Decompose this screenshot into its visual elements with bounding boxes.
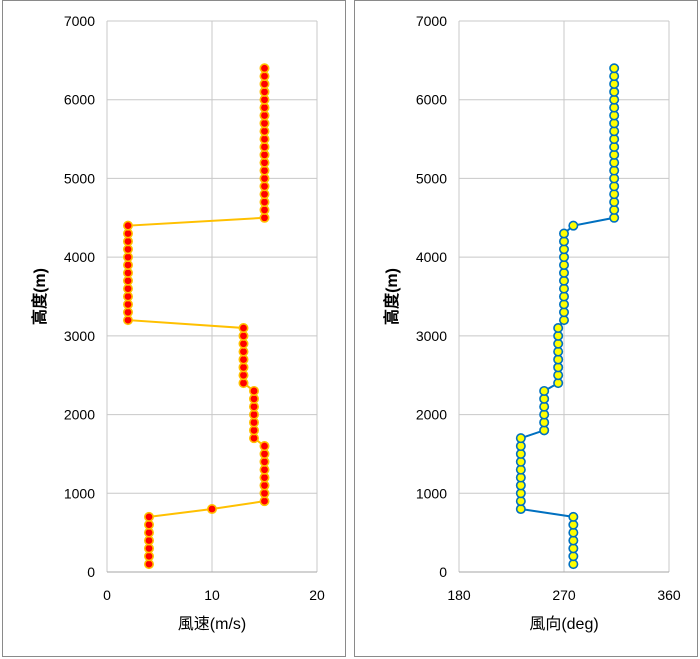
data-point bbox=[568, 511, 579, 522]
y-tick-label: 1000 bbox=[64, 485, 95, 501]
y-tick-label: 2000 bbox=[64, 407, 95, 423]
wind-direction-chart: 0 1000 2000 3000 4000 5000 6000 7000 180 270 360 風向… bbox=[354, 0, 698, 657]
y-tick-label: 7000 bbox=[416, 13, 447, 29]
x-tick-label: 10 bbox=[204, 587, 220, 603]
data-point bbox=[568, 220, 579, 231]
data-point bbox=[207, 504, 218, 515]
y-tick-label: 6000 bbox=[64, 92, 95, 108]
data-point bbox=[609, 63, 620, 74]
x-tick-label: 270 bbox=[552, 587, 576, 603]
x-axis-title: 風速(m/s) bbox=[178, 615, 246, 633]
data-point bbox=[259, 441, 270, 452]
series-line bbox=[519, 68, 616, 565]
y-tick-label: 3000 bbox=[416, 328, 447, 344]
data-point bbox=[123, 220, 134, 231]
wind-direction-plot: 0 1000 2000 3000 4000 5000 6000 7000 180 270 360 風向… bbox=[382, 13, 681, 633]
y-tick-label: 4000 bbox=[64, 249, 95, 265]
y-tick-label: 5000 bbox=[64, 170, 95, 186]
y-tick-label: 1000 bbox=[416, 485, 447, 501]
y-tick-label: 5000 bbox=[416, 170, 447, 186]
x-tick-label: 0 bbox=[103, 587, 111, 603]
y-tick-label: 2000 bbox=[416, 407, 447, 423]
x-axis-title: 風向(deg) bbox=[529, 615, 598, 633]
y-tick-label: 0 bbox=[87, 564, 95, 580]
data-point bbox=[249, 385, 260, 396]
y-tick-label: 4000 bbox=[416, 249, 447, 265]
y-axis-title: 高度(m) bbox=[382, 268, 401, 325]
data-point bbox=[559, 228, 570, 239]
y-tick-label: 3000 bbox=[64, 328, 95, 344]
x-tick-label: 20 bbox=[309, 587, 325, 603]
y-axis-title: 高度(m) bbox=[30, 268, 49, 325]
y-tick-label: 0 bbox=[439, 564, 447, 580]
data-point bbox=[144, 511, 155, 522]
x-tick-label: 360 bbox=[657, 587, 681, 603]
data-point bbox=[539, 385, 550, 396]
x-tick-label: 180 bbox=[447, 587, 471, 603]
wind-speed-plot: 0 1000 2000 3000 4000 5000 6000 7000 0 10 20 風速(m/s… bbox=[30, 13, 325, 633]
y-tick-label: 6000 bbox=[416, 92, 447, 108]
data-point bbox=[259, 63, 270, 74]
wind-speed-chart: 0 1000 2000 3000 4000 5000 6000 7000 0 10 20 風速(m/s… bbox=[2, 0, 346, 657]
y-tick-label: 7000 bbox=[64, 13, 95, 29]
data-point bbox=[238, 322, 249, 333]
data-point bbox=[553, 322, 564, 333]
data-point bbox=[515, 433, 526, 444]
series-line bbox=[127, 68, 266, 565]
